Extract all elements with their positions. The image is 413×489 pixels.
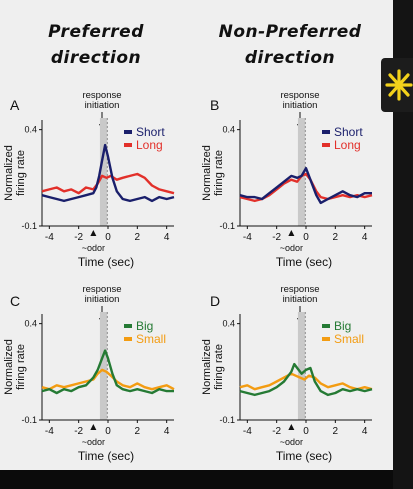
x-tick-label: 2 [333,426,339,437]
response-window-shade [297,312,306,420]
x-tick-label: 0 [303,426,309,437]
x-tick-label: -2 [272,232,281,243]
annotation-line1: response [82,284,121,295]
asterisk-icon[interactable] [385,66,413,104]
series-line-short [41,143,175,203]
odor-label: ~odor [280,437,303,447]
legend-label: Long [136,138,163,152]
annotation-line1: response [280,284,319,295]
x-tick-label: -2 [74,426,83,437]
odor-label: ~odor [280,243,303,253]
x-axis-label: Time (sec) [276,255,332,269]
y-tick-label: 0.4 [222,125,235,135]
panel-letter: D [210,293,220,309]
odor-arrow [90,424,97,430]
y-tick-label: 0.4 [24,125,37,135]
x-tick-label: -4 [243,426,252,437]
series-line-short [239,167,372,205]
y-axis-label: Normalized firing rate [201,339,225,395]
legend-label: Big [136,319,153,333]
y-tick-label: -0.1 [21,415,37,425]
x-axis-label: Time (sec) [78,449,134,463]
x-tick-label: 4 [362,426,368,437]
series-line-big [239,362,373,397]
heading-nonpreferred-line2: direction [245,48,335,68]
figure-canvas: Preferred direction Non-Preferred direct… [3,22,373,463]
y-tick-label: -0.1 [219,415,235,425]
annotation-line2: initiation [85,100,120,111]
legend-label: Short [334,125,363,139]
odor-label: ~odor [82,437,105,447]
annotation-line2: initiation [283,100,318,111]
y-axis-label-line2: firing rate [213,150,225,196]
y-axis-label-line1: Normalized [201,145,213,201]
y-axis-label-line1: Normalized [3,339,15,395]
legend-label: Small [334,332,364,346]
x-tick-label: 0 [303,232,309,243]
odor-arrow [288,230,295,236]
x-tick-label: 0 [105,426,111,437]
side-strip [393,0,413,489]
panel-letter: C [10,293,20,309]
legend-label: Big [334,319,351,333]
y-axis-label-line2: firing rate [213,344,225,390]
annotation-line1: response [280,90,319,101]
heading-preferred-line2: direction [51,48,141,68]
annotation-line2: initiation [283,294,318,305]
response-window-shade [99,312,108,420]
odor-arrow [90,230,97,236]
legend-label: Small [136,332,166,346]
x-tick-label: -4 [243,232,252,243]
series-line-small [239,372,373,391]
y-axis-label: Normalized firing rate [3,145,27,201]
response-window-shade [297,118,306,226]
x-tick-label: 2 [135,232,141,243]
y-tick-label: -0.1 [219,221,235,231]
annotation-line2: initiation [85,294,120,305]
panel-letter: A [10,97,20,113]
x-tick-label: 4 [164,426,170,437]
legend-label: Short [136,125,165,139]
x-axis-label: Time (sec) [78,255,134,269]
x-tick-label: -2 [272,426,281,437]
x-tick-label: 0 [105,232,111,243]
heading-nonpreferred-line1: Non-Preferred [219,22,362,42]
y-tick-label: 0.4 [222,319,235,329]
series-line-long [41,172,175,195]
y-axis-label-line1: Normalized [201,339,213,395]
series-line-small [41,368,175,391]
series-line-big [41,349,174,395]
x-tick-label: -2 [74,232,83,243]
x-axis-label: Time (sec) [276,449,332,463]
legend-label: Long [334,138,361,152]
x-tick-label: 2 [333,232,339,243]
y-axis-label-line2: firing rate [15,150,27,196]
y-axis-label: Normalized firing rate [3,339,27,395]
odor-label: ~odor [82,243,105,253]
annotation-line1: response [82,90,121,101]
y-tick-label: 0.4 [24,319,37,329]
y-axis-label: Normalized firing rate [201,145,225,201]
x-tick-label: 2 [135,426,141,437]
y-axis-label-line1: Normalized [3,145,15,201]
heading-preferred-line1: Preferred [48,22,144,42]
x-tick-label: 4 [164,232,170,243]
x-tick-label: 4 [362,232,368,243]
x-tick-label: -4 [45,232,54,243]
player-bottom-bar [0,470,393,489]
y-axis-label-line2: firing rate [15,344,27,390]
response-window-shade [99,118,108,226]
panel-letter: B [210,97,219,113]
y-tick-label: -0.1 [21,221,37,231]
x-tick-label: -4 [45,426,54,437]
slide: Preferred direction Non-Preferred direct… [0,0,393,470]
odor-arrow [288,424,295,430]
